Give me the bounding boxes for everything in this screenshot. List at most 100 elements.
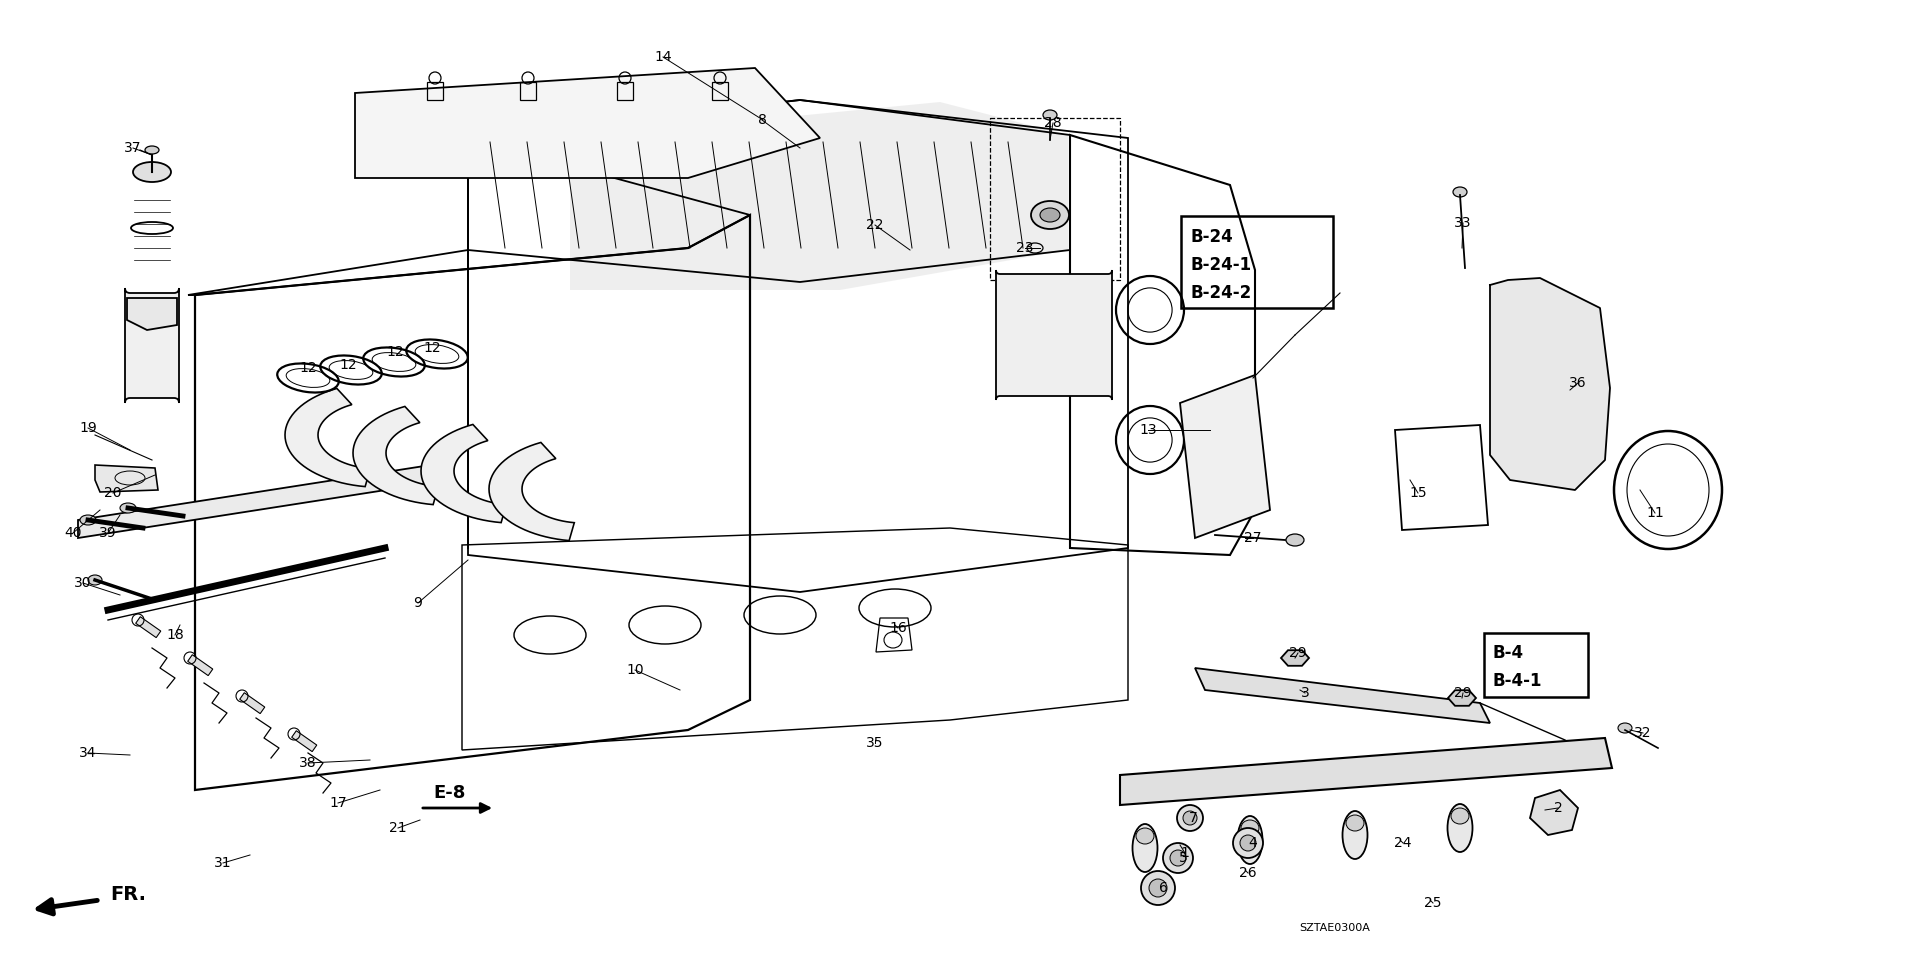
Text: B-24-1: B-24-1: [1190, 256, 1252, 274]
Polygon shape: [292, 731, 317, 752]
Text: 9: 9: [413, 596, 422, 610]
Text: B-24: B-24: [1190, 228, 1233, 246]
Polygon shape: [355, 68, 820, 178]
Ellipse shape: [1041, 208, 1060, 222]
Polygon shape: [490, 443, 574, 540]
Polygon shape: [1281, 650, 1309, 666]
Ellipse shape: [1346, 815, 1363, 831]
Text: 33: 33: [1453, 216, 1473, 230]
Text: FR.: FR.: [109, 885, 146, 904]
Text: 23: 23: [1016, 241, 1033, 255]
Circle shape: [1183, 811, 1196, 825]
Polygon shape: [1194, 668, 1490, 723]
Circle shape: [1140, 871, 1175, 905]
Ellipse shape: [119, 503, 136, 513]
Text: 21: 21: [390, 821, 407, 835]
Text: 14: 14: [655, 50, 672, 64]
Text: 15: 15: [1409, 486, 1427, 500]
Polygon shape: [570, 102, 1068, 290]
Text: 34: 34: [79, 746, 96, 760]
Text: 5: 5: [1179, 851, 1187, 865]
Text: 17: 17: [328, 796, 348, 810]
Ellipse shape: [1453, 187, 1467, 197]
Circle shape: [1148, 879, 1167, 897]
Text: 32: 32: [1634, 726, 1651, 740]
Text: 1: 1: [1181, 846, 1188, 860]
Text: 18: 18: [167, 628, 184, 642]
Text: 12: 12: [300, 361, 317, 375]
Text: 10: 10: [626, 663, 643, 677]
Polygon shape: [79, 462, 449, 538]
Ellipse shape: [81, 515, 96, 525]
Text: 31: 31: [215, 856, 232, 870]
Polygon shape: [1119, 738, 1613, 805]
Text: 3: 3: [1300, 686, 1309, 700]
Ellipse shape: [1240, 820, 1260, 836]
Text: 38: 38: [300, 756, 317, 770]
Circle shape: [1169, 850, 1187, 866]
Text: 22: 22: [866, 218, 883, 232]
Text: 2: 2: [1553, 801, 1563, 815]
Polygon shape: [127, 298, 177, 330]
Polygon shape: [1448, 690, 1476, 706]
Text: 20: 20: [104, 486, 121, 500]
Polygon shape: [420, 424, 507, 522]
Ellipse shape: [1043, 110, 1058, 120]
Ellipse shape: [1619, 723, 1632, 733]
Polygon shape: [1181, 375, 1269, 538]
Text: 30: 30: [75, 576, 92, 590]
Polygon shape: [284, 389, 371, 487]
Ellipse shape: [1286, 534, 1304, 546]
Ellipse shape: [1031, 201, 1069, 229]
Text: B-4: B-4: [1494, 644, 1524, 662]
Text: 6: 6: [1158, 881, 1167, 895]
Text: 13: 13: [1139, 423, 1158, 437]
Polygon shape: [353, 406, 438, 505]
Polygon shape: [136, 616, 161, 637]
Polygon shape: [1530, 790, 1578, 835]
Text: 4: 4: [1248, 836, 1258, 850]
Text: 19: 19: [79, 421, 96, 435]
Text: 40: 40: [63, 526, 83, 540]
Ellipse shape: [88, 575, 102, 585]
Ellipse shape: [1452, 808, 1469, 824]
Text: 29: 29: [1288, 646, 1308, 660]
Text: 37: 37: [125, 141, 142, 155]
Text: SZTAE0300A: SZTAE0300A: [1300, 923, 1371, 933]
Polygon shape: [1490, 278, 1611, 490]
FancyBboxPatch shape: [125, 288, 179, 403]
Ellipse shape: [132, 162, 171, 182]
Circle shape: [1164, 843, 1192, 873]
Text: 35: 35: [866, 736, 883, 750]
Text: 11: 11: [1645, 506, 1665, 520]
Circle shape: [1240, 835, 1256, 851]
Text: E-8: E-8: [434, 784, 467, 802]
Circle shape: [1233, 828, 1263, 858]
Text: 12: 12: [340, 358, 357, 372]
FancyBboxPatch shape: [996, 270, 1112, 400]
Text: 8: 8: [758, 113, 766, 127]
Text: 29: 29: [1453, 686, 1473, 700]
Polygon shape: [94, 465, 157, 492]
Text: B-4-1: B-4-1: [1494, 672, 1542, 690]
Text: B-24-2: B-24-2: [1190, 284, 1252, 302]
Polygon shape: [188, 655, 213, 676]
Text: 7: 7: [1188, 811, 1198, 825]
Ellipse shape: [1238, 816, 1263, 864]
Text: 28: 28: [1044, 116, 1062, 130]
Ellipse shape: [1448, 804, 1473, 852]
Ellipse shape: [146, 146, 159, 154]
Ellipse shape: [1133, 824, 1158, 872]
Text: 25: 25: [1425, 896, 1442, 910]
Text: 27: 27: [1244, 531, 1261, 545]
Polygon shape: [240, 693, 265, 713]
Ellipse shape: [1342, 811, 1367, 859]
Text: 39: 39: [100, 526, 117, 540]
Text: 12: 12: [386, 345, 403, 359]
Text: 36: 36: [1569, 376, 1586, 390]
Text: 24: 24: [1394, 836, 1411, 850]
Ellipse shape: [1137, 828, 1154, 844]
Circle shape: [1177, 805, 1204, 831]
Text: 12: 12: [422, 341, 442, 355]
Text: 16: 16: [889, 621, 906, 635]
